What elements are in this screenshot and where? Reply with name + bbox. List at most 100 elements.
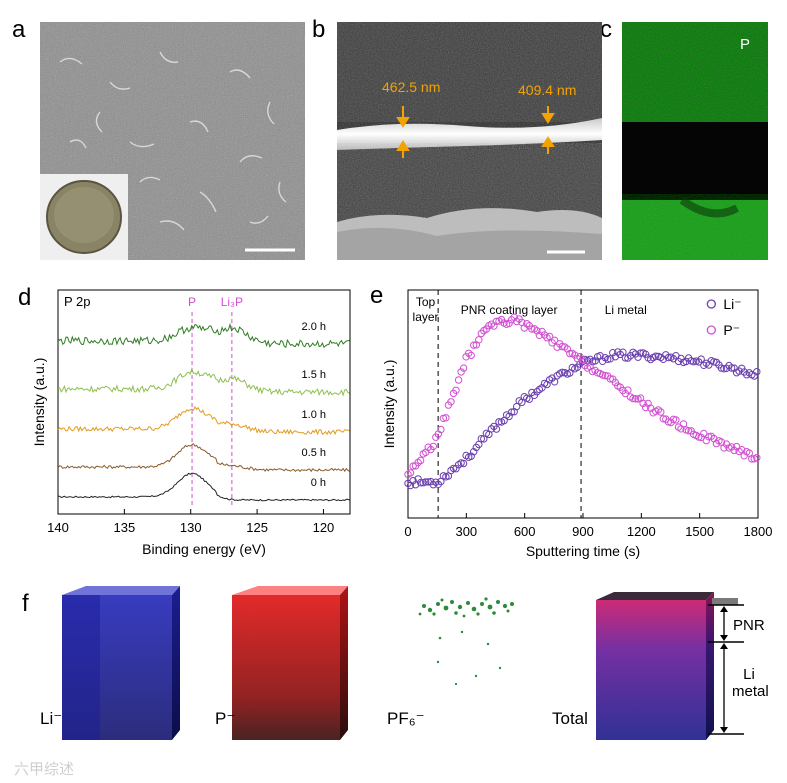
legend-marker-p (706, 325, 716, 335)
data-point (624, 386, 632, 394)
data-point (753, 454, 761, 462)
data-point (528, 325, 536, 333)
data-point (717, 438, 726, 446)
label-li-ion: Li⁻ (40, 709, 63, 728)
data-point (591, 357, 599, 365)
data-point (477, 435, 486, 443)
layer-thickness-schematic (708, 598, 744, 735)
plot-frame (407, 289, 759, 519)
data-point (416, 456, 425, 465)
data-point (459, 459, 468, 468)
x-tick-label: 1800 (744, 524, 772, 539)
thickness-label-right: 409.4 nm (518, 82, 577, 98)
series-line (57, 406, 350, 436)
x-tick-label: 120 (313, 520, 335, 535)
tof-sims-depth-profile-chart: 0 300 600 900 1200 1500 1800 Sputtering time (s… (381, 289, 772, 559)
data-point (679, 420, 688, 428)
data-point (548, 339, 556, 347)
data-point (424, 443, 432, 451)
data-point (654, 406, 662, 414)
data-point (550, 378, 559, 386)
data-point (550, 336, 559, 344)
data-point (707, 432, 715, 441)
data-point (416, 479, 425, 487)
pf6-ion-3d-scatter (418, 597, 514, 686)
data-point (406, 469, 415, 477)
data-point (459, 364, 468, 372)
data-point (429, 442, 438, 451)
data-point (467, 351, 475, 360)
x-tick-label: 1500 (685, 524, 714, 539)
data-point (700, 361, 708, 370)
p-ion-3d-block (232, 586, 348, 740)
label-pf6-ion: PF₆⁻ (387, 709, 425, 728)
sem-cross-section-image (337, 22, 602, 260)
data-point (636, 349, 645, 357)
panel-label-e: e (370, 282, 384, 309)
data-point (545, 332, 554, 341)
data-point (624, 354, 632, 362)
data-point (730, 446, 738, 455)
series-line (57, 442, 350, 473)
total-3d-block (596, 592, 714, 740)
x-tick-label: 0 (404, 524, 411, 539)
data-point (697, 433, 705, 442)
data-point (507, 408, 516, 416)
legend-marker-li (706, 299, 716, 309)
data-point (530, 325, 539, 333)
region-label-pnr: PNR coating layer (461, 303, 558, 317)
label-li-metal-line2: metal (732, 683, 769, 700)
xps-p2p-chart: 140 135 130 125 120 Binding energy (eV) Intens… (31, 289, 351, 557)
data-point (429, 481, 438, 489)
data-point (727, 364, 736, 372)
label-li-metal-line1: Li (743, 666, 755, 683)
data-point (422, 478, 430, 486)
data-point (495, 418, 503, 426)
data-point (414, 458, 422, 467)
data-point (702, 436, 710, 445)
data-point (558, 368, 566, 377)
x-axis-label: Sputtering time (s) (526, 543, 640, 559)
data-point (581, 361, 589, 370)
data-point (641, 403, 650, 412)
label-p-ion: P⁻ (215, 709, 236, 728)
plot-frame (57, 289, 351, 515)
x-tick-label: 1200 (627, 524, 656, 539)
x-tick-label: 900 (572, 524, 594, 539)
data-point (457, 368, 465, 376)
data-point (586, 355, 594, 364)
data-point (492, 317, 501, 325)
data-point (535, 331, 544, 339)
panel-label-b: b (312, 16, 326, 43)
x-axis-label: Binding energy (eV) (142, 541, 266, 557)
series-line (57, 322, 350, 349)
data-point (442, 414, 450, 422)
data-point (664, 353, 673, 362)
x-tick-label: 600 (514, 524, 536, 539)
sem-top-view-image (40, 22, 305, 260)
label-pnr: PNR (733, 617, 765, 634)
region-label-top-line1: Top (416, 295, 436, 309)
data-point (738, 446, 746, 454)
series-label: 1.5 h (302, 369, 326, 381)
data-point (447, 398, 455, 406)
data-point (621, 354, 630, 362)
panel-label-f: f (22, 590, 29, 617)
data-point (684, 427, 693, 435)
data-point (738, 364, 746, 373)
li-ion-3d-block (62, 586, 180, 740)
data-point (470, 341, 478, 349)
data-point (695, 433, 703, 441)
data-point (525, 395, 534, 403)
data-point (454, 376, 463, 384)
data-point (631, 395, 640, 403)
data-point (452, 386, 460, 395)
data-point (697, 355, 705, 363)
label-li-metal: Li metal (732, 666, 769, 700)
panel-label-c: c (600, 16, 612, 43)
legend-label-li: Li⁻ (723, 296, 741, 312)
eds-phosphorus-map (622, 22, 768, 260)
data-point (513, 317, 521, 326)
data-point (447, 466, 455, 475)
data-point (753, 368, 761, 376)
